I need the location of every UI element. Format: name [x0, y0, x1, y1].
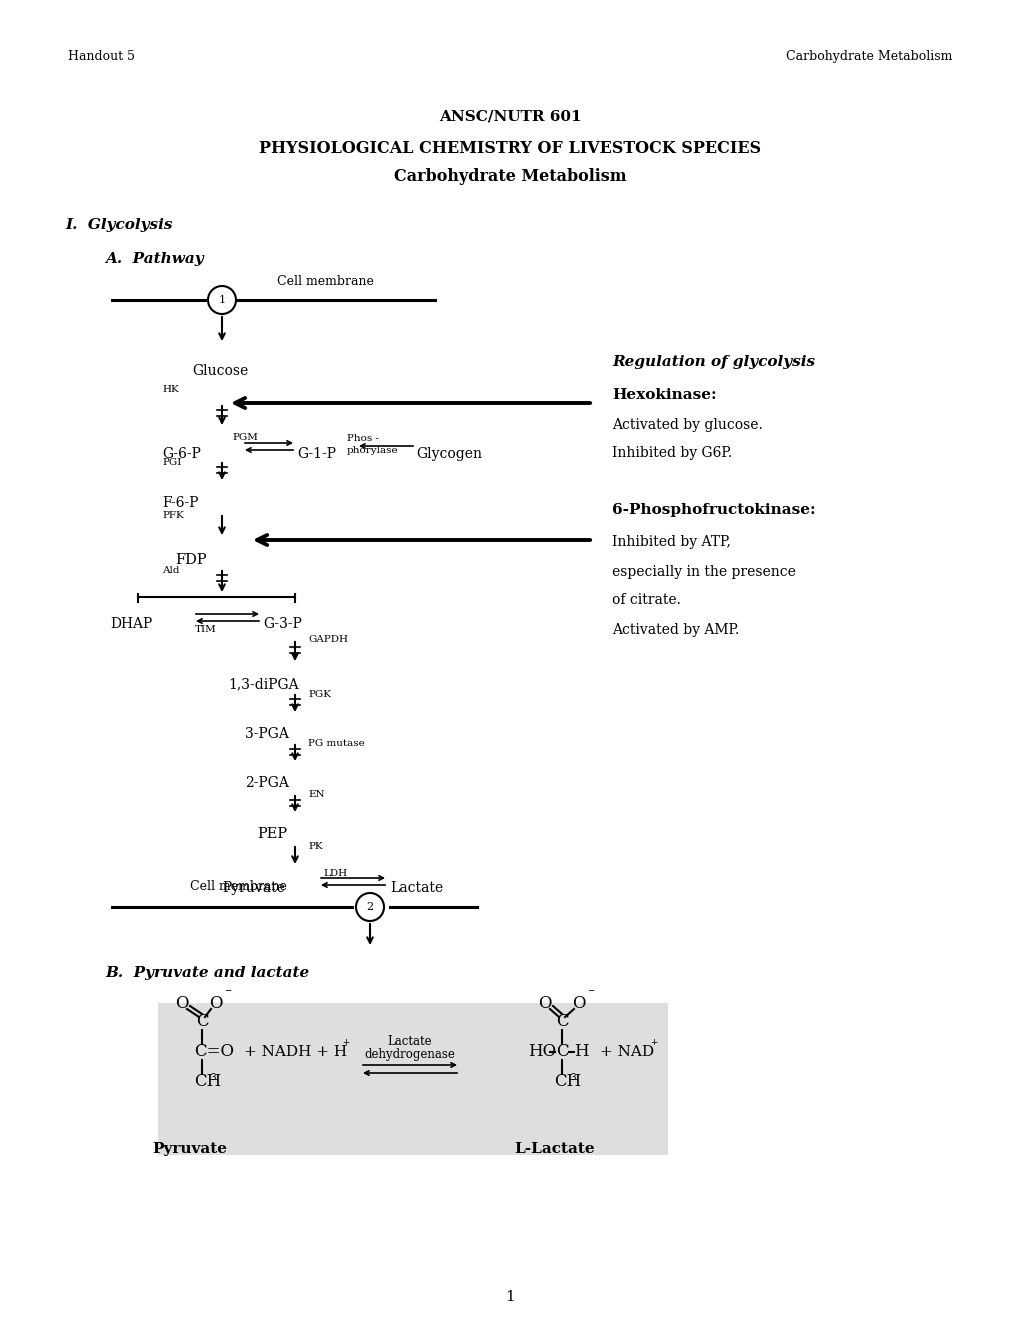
- Text: LDH: LDH: [323, 869, 346, 878]
- Text: PK: PK: [308, 842, 322, 851]
- Text: G-6-P: G-6-P: [162, 447, 201, 461]
- Text: 2: 2: [366, 902, 373, 912]
- Text: ANSC/NUTR 601: ANSC/NUTR 601: [438, 110, 581, 124]
- Text: I.  Glycolysis: I. Glycolysis: [65, 218, 172, 232]
- Text: GAPDH: GAPDH: [308, 635, 347, 644]
- Text: Cell membrane: Cell membrane: [276, 275, 373, 288]
- Text: Pyruvate: Pyruvate: [222, 880, 284, 895]
- Text: C: C: [196, 1014, 208, 1031]
- FancyBboxPatch shape: [158, 1003, 667, 1155]
- Text: FDP: FDP: [175, 553, 207, 568]
- Text: Carbohydrate Metabolism: Carbohydrate Metabolism: [785, 50, 951, 63]
- Text: L-Lactate: L-Lactate: [515, 1142, 595, 1156]
- Text: C=O: C=O: [194, 1044, 233, 1060]
- Text: O: O: [538, 994, 551, 1011]
- Text: $_{3}$: $_{3}$: [210, 1069, 217, 1082]
- Circle shape: [208, 286, 235, 314]
- Text: + NAD: + NAD: [599, 1045, 653, 1059]
- Text: A.  Pathway: A. Pathway: [105, 252, 204, 267]
- Text: Lactate: Lactate: [387, 1035, 432, 1048]
- Text: G-3-P: G-3-P: [263, 616, 302, 631]
- Text: Ald: Ald: [162, 566, 179, 576]
- Text: Handout 5: Handout 5: [68, 50, 135, 63]
- Text: 6-Phosphofructokinase:: 6-Phosphofructokinase:: [611, 503, 815, 517]
- Text: Regulation of glycolysis: Regulation of glycolysis: [611, 355, 814, 370]
- Circle shape: [356, 894, 383, 921]
- Text: Activated by glucose.: Activated by glucose.: [611, 418, 762, 432]
- Text: H: H: [574, 1044, 588, 1060]
- Text: phorylase: phorylase: [346, 446, 398, 455]
- Text: 3-PGA: 3-PGA: [245, 727, 288, 741]
- Text: PFK: PFK: [162, 511, 183, 520]
- Text: HK: HK: [162, 385, 178, 393]
- Text: 1,3-diPGA: 1,3-diPGA: [228, 677, 299, 690]
- Text: especially in the presence: especially in the presence: [611, 565, 795, 579]
- Text: 2-PGA: 2-PGA: [245, 776, 288, 789]
- Text: Inhibited by ATP,: Inhibited by ATP,: [611, 535, 731, 549]
- Text: $^{-}$: $^{-}$: [586, 987, 595, 1001]
- Text: F-6-P: F-6-P: [162, 496, 199, 510]
- Text: 1: 1: [218, 294, 225, 305]
- Text: $_{3}$: $_{3}$: [570, 1069, 577, 1082]
- Text: G-1-P: G-1-P: [297, 447, 335, 461]
- Text: Activated by AMP.: Activated by AMP.: [611, 623, 739, 638]
- Text: Glycogen: Glycogen: [416, 447, 482, 461]
- Text: O: O: [572, 994, 585, 1011]
- Text: PGM: PGM: [231, 433, 258, 442]
- Text: PEP: PEP: [257, 828, 286, 841]
- Text: dehydrogenase: dehydrogenase: [364, 1048, 455, 1061]
- Text: $^{+}$: $^{+}$: [341, 1039, 351, 1052]
- Text: $^{-}$: $^{-}$: [224, 987, 232, 1001]
- Text: PGK: PGK: [308, 690, 331, 700]
- Text: PGI: PGI: [162, 458, 181, 467]
- Text: C: C: [555, 1044, 568, 1060]
- Text: TIM: TIM: [195, 624, 217, 634]
- Text: C: C: [555, 1014, 568, 1031]
- Text: DHAP: DHAP: [110, 616, 152, 631]
- Text: Phos -: Phos -: [346, 434, 379, 444]
- Text: Glucose: Glucose: [192, 364, 248, 378]
- Text: Pyruvate: Pyruvate: [153, 1142, 227, 1156]
- Text: B.  Pyruvate and lactate: B. Pyruvate and lactate: [105, 966, 309, 979]
- Text: of citrate.: of citrate.: [611, 593, 681, 607]
- Text: + NADH + H: + NADH + H: [244, 1045, 346, 1059]
- Text: Carbohydrate Metabolism: Carbohydrate Metabolism: [393, 168, 626, 185]
- Text: Hexokinase:: Hexokinase:: [611, 388, 716, 403]
- Text: 1: 1: [504, 1290, 515, 1304]
- Text: PHYSIOLOGICAL CHEMISTRY OF LIVESTOCK SPECIES: PHYSIOLOGICAL CHEMISTRY OF LIVESTOCK SPE…: [259, 140, 760, 157]
- Text: O: O: [175, 994, 189, 1011]
- Text: HO: HO: [528, 1044, 555, 1060]
- Text: CH: CH: [553, 1073, 581, 1090]
- Text: CH: CH: [194, 1073, 221, 1090]
- Text: $^{+}$: $^{+}$: [649, 1039, 658, 1052]
- Text: EN: EN: [308, 789, 324, 799]
- Text: O: O: [209, 994, 222, 1011]
- Text: Inhibited by G6P.: Inhibited by G6P.: [611, 446, 732, 459]
- Text: PG mutase: PG mutase: [308, 739, 365, 748]
- Text: Lactate: Lactate: [389, 880, 442, 895]
- Text: Cell membrane: Cell membrane: [190, 880, 286, 894]
